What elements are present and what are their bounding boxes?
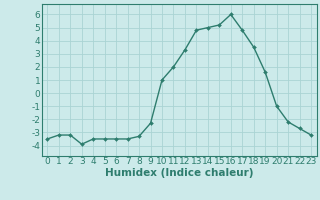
X-axis label: Humidex (Indice chaleur): Humidex (Indice chaleur) <box>105 168 253 178</box>
